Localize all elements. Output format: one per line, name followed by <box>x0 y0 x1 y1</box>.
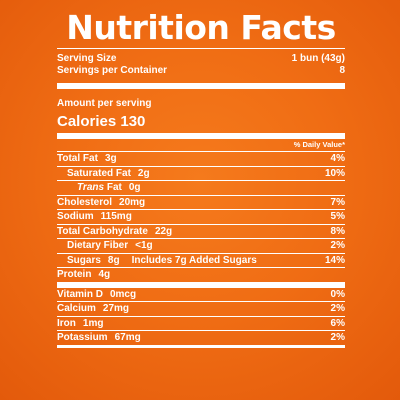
mineral-row-potassium: Potassium 67mg 2% <box>57 331 345 345</box>
mineral-amount: 0mcg <box>109 288 137 300</box>
divider <box>57 301 345 302</box>
page-title: Nutrition Facts <box>66 8 336 47</box>
nutrient-dv: 7% <box>330 196 345 208</box>
divider <box>57 83 345 89</box>
mineral-label: Vitamin D <box>57 288 103 300</box>
mineral-label: Potassium <box>57 332 108 343</box>
divider <box>57 281 345 288</box>
divider <box>57 223 345 225</box>
divider <box>57 344 345 348</box>
nutrient-row-dietary-fiber: Dietary Fiber <1g 2% <box>57 239 345 253</box>
daily-value-header: % Daily Value* <box>293 140 345 149</box>
nutrient-row-total-fat: Total Fat 3g 4% <box>57 152 345 166</box>
nutrient-label: Total Fat <box>57 153 98 164</box>
mineral-dv: 2% <box>330 332 345 343</box>
divider <box>57 238 345 239</box>
serving-size-value: 1 bun (43g) <box>291 53 345 64</box>
divider <box>57 133 345 139</box>
servings-row: Servings per Container 8 <box>57 65 345 77</box>
servings-value: 8 <box>339 65 345 76</box>
mineral-row-vitamin-d: Vitamin D 0mcg 0% <box>57 288 345 302</box>
added-sugars-note: Includes 7g Added Sugars <box>131 254 257 266</box>
mineral-dv: 6% <box>330 317 345 329</box>
amount-per-serving: Amount per serving <box>57 98 152 109</box>
divider <box>57 180 345 181</box>
mineral-dv: 0% <box>330 288 345 300</box>
nutrient-row-trans-fat: Trans Fat 0g <box>57 181 345 195</box>
mineral-amount: 67mg <box>114 332 141 343</box>
nutrient-label: Protein <box>57 269 92 280</box>
nutrient-amount: 0g <box>128 182 141 193</box>
nutrient-amount: 3g <box>104 153 117 164</box>
mineral-row-iron: Iron 1mg 6% <box>57 317 345 331</box>
nutrient-label: Cholesterol <box>57 196 113 208</box>
nutrient-label: Sugars <box>67 254 101 266</box>
nutrient-dv: 5% <box>330 211 345 222</box>
nutrient-label: Sodium <box>57 211 94 222</box>
divider <box>57 252 345 254</box>
nutrient-amount: 22g <box>154 225 173 237</box>
divider <box>57 151 345 152</box>
nutrient-label: Total Carbohydrate <box>57 225 148 237</box>
nutrient-row-protein: Protein 4g <box>57 268 345 282</box>
nutrient-amount: 4g <box>98 269 111 280</box>
divider <box>57 315 345 317</box>
divider <box>57 194 345 196</box>
mineral-amount: 27mg <box>102 303 130 314</box>
nutrient-dv: 10% <box>324 167 345 179</box>
calories: Calories 130 <box>57 113 146 130</box>
nutrient-amount: 20mg <box>119 196 146 208</box>
mineral-label: Iron <box>57 317 76 329</box>
nutrient-amount: <1g <box>135 240 153 251</box>
nutrient-label: Dietary Fiber <box>67 240 129 251</box>
nutrient-row-cholesterol: Cholesterol 20mg 7% <box>57 196 345 210</box>
nutrient-dv: 8% <box>330 225 345 237</box>
mineral-dv: 2% <box>330 303 345 314</box>
nutrient-dv: 14% <box>324 254 345 266</box>
nutrient-row-saturated-fat: Saturated Fat 2g 10% <box>57 167 345 181</box>
divider <box>57 267 345 268</box>
nutrient-row-sugars: Sugars 8g Includes 7g Added Sugars 14% <box>57 254 345 268</box>
nutrient-amount: 8g <box>107 254 120 266</box>
nutrient-label: Saturated Fat <box>67 167 131 179</box>
serving-size-label: Serving Size <box>57 53 117 64</box>
mineral-label: Calcium <box>57 303 96 314</box>
nutrient-row-total-carbohydrate: Total Carbohydrate 22g 8% <box>57 225 345 239</box>
nutrient-label: Trans <box>77 182 105 193</box>
nutrient-amount: 115mg <box>100 211 132 222</box>
servings-label: Servings per Container <box>57 65 168 76</box>
divider <box>57 330 345 331</box>
nutrient-label-suffix: Fat <box>106 182 122 193</box>
mineral-amount: 1mg <box>82 317 104 329</box>
nutrition-facts-panel: Nutrition Facts Serving Size 1 bun (43g)… <box>57 0 345 348</box>
nutrient-amount: 2g <box>137 167 150 179</box>
mineral-row-calcium: Calcium 27mg 2% <box>57 302 345 316</box>
nutrient-dv: 2% <box>330 240 345 251</box>
nutrient-dv: 4% <box>330 153 345 164</box>
divider <box>57 209 345 210</box>
nutrient-row-sodium: Sodium 115mg 5% <box>57 210 345 224</box>
divider <box>57 48 345 49</box>
serving-size-row: Serving Size 1 bun (43g) <box>57 53 345 65</box>
divider <box>57 165 345 167</box>
